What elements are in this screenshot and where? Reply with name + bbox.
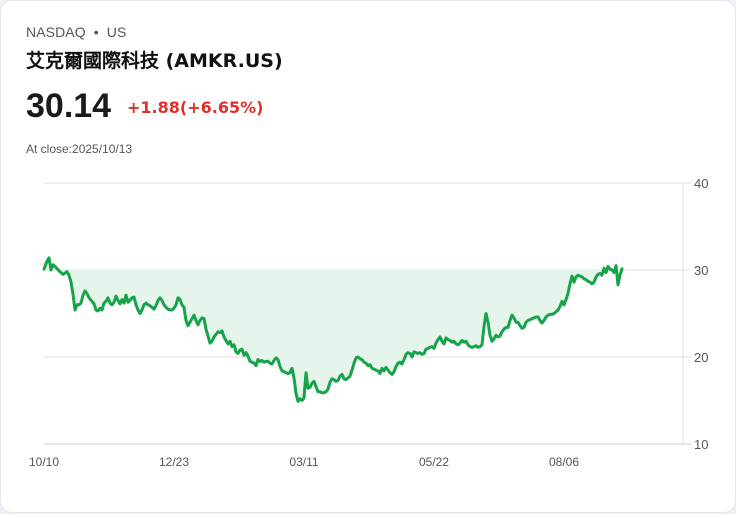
y-tick-label: 10 — [694, 437, 708, 452]
x-tick-label: 03/11 — [289, 455, 318, 469]
stock-title: 艾克爾國際科技 (AMKR.US) — [26, 50, 283, 72]
x-axis: 10/10 12/23 03/11 05/22 08/06 — [29, 455, 579, 469]
exchange-line: NASDAQ • US — [26, 24, 126, 40]
x-tick-label: 08/06 — [549, 455, 579, 469]
price-change: +1.88(+6.65%) — [127, 98, 264, 117]
price-line[interactable] — [42, 256, 624, 403]
x-tick-label: 12/23 — [159, 455, 189, 469]
y-tick-label: 30 — [694, 263, 708, 278]
y-tick-label: 40 — [694, 176, 708, 191]
y-axis: 10 20 30 40 — [694, 176, 708, 452]
separator-dot: • — [93, 24, 99, 40]
at-close-date: At close:2025/10/13 — [26, 142, 133, 156]
price-area-fill — [44, 257, 622, 402]
x-tick-label: 10/10 — [29, 455, 59, 469]
exchange-name: NASDAQ — [26, 24, 86, 40]
y-tick-label: 20 — [694, 350, 708, 365]
x-tick-label: 05/22 — [419, 455, 449, 469]
market-name: US — [106, 24, 127, 40]
current-price: 30.14 — [26, 87, 112, 125]
